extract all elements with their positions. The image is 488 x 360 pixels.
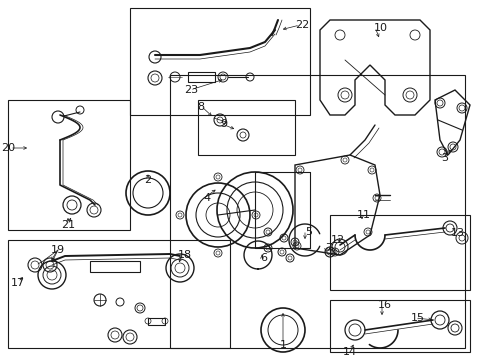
Text: 6: 6 <box>260 253 267 263</box>
Text: 22: 22 <box>294 20 308 30</box>
Text: 19: 19 <box>51 245 65 255</box>
Text: 17: 17 <box>11 278 25 288</box>
Text: 10: 10 <box>373 23 387 33</box>
Bar <box>90 261 140 272</box>
Text: 14: 14 <box>342 347 356 357</box>
Text: 4: 4 <box>203 193 210 203</box>
Bar <box>8 240 229 348</box>
Bar <box>130 8 309 115</box>
Text: 21: 21 <box>61 220 75 230</box>
Text: 18: 18 <box>178 250 192 260</box>
Text: 3: 3 <box>441 153 447 163</box>
Text: 5: 5 <box>305 227 312 237</box>
Text: 16: 16 <box>377 300 391 310</box>
Bar <box>170 75 464 348</box>
Text: 8: 8 <box>197 102 204 112</box>
Text: 13: 13 <box>450 228 464 238</box>
Text: 23: 23 <box>183 85 198 95</box>
Bar <box>329 215 469 290</box>
Bar <box>198 100 294 155</box>
Text: 9: 9 <box>220 119 227 129</box>
Text: 15: 15 <box>410 313 424 323</box>
Text: 12: 12 <box>330 235 345 245</box>
Bar <box>148 318 164 325</box>
Bar <box>329 300 469 352</box>
Text: 1: 1 <box>279 340 286 350</box>
Text: 11: 11 <box>356 210 370 220</box>
Text: 7: 7 <box>325 243 332 253</box>
Text: 2: 2 <box>144 175 151 185</box>
Bar <box>187 72 215 82</box>
Bar <box>8 100 130 230</box>
Text: 20: 20 <box>1 143 15 153</box>
